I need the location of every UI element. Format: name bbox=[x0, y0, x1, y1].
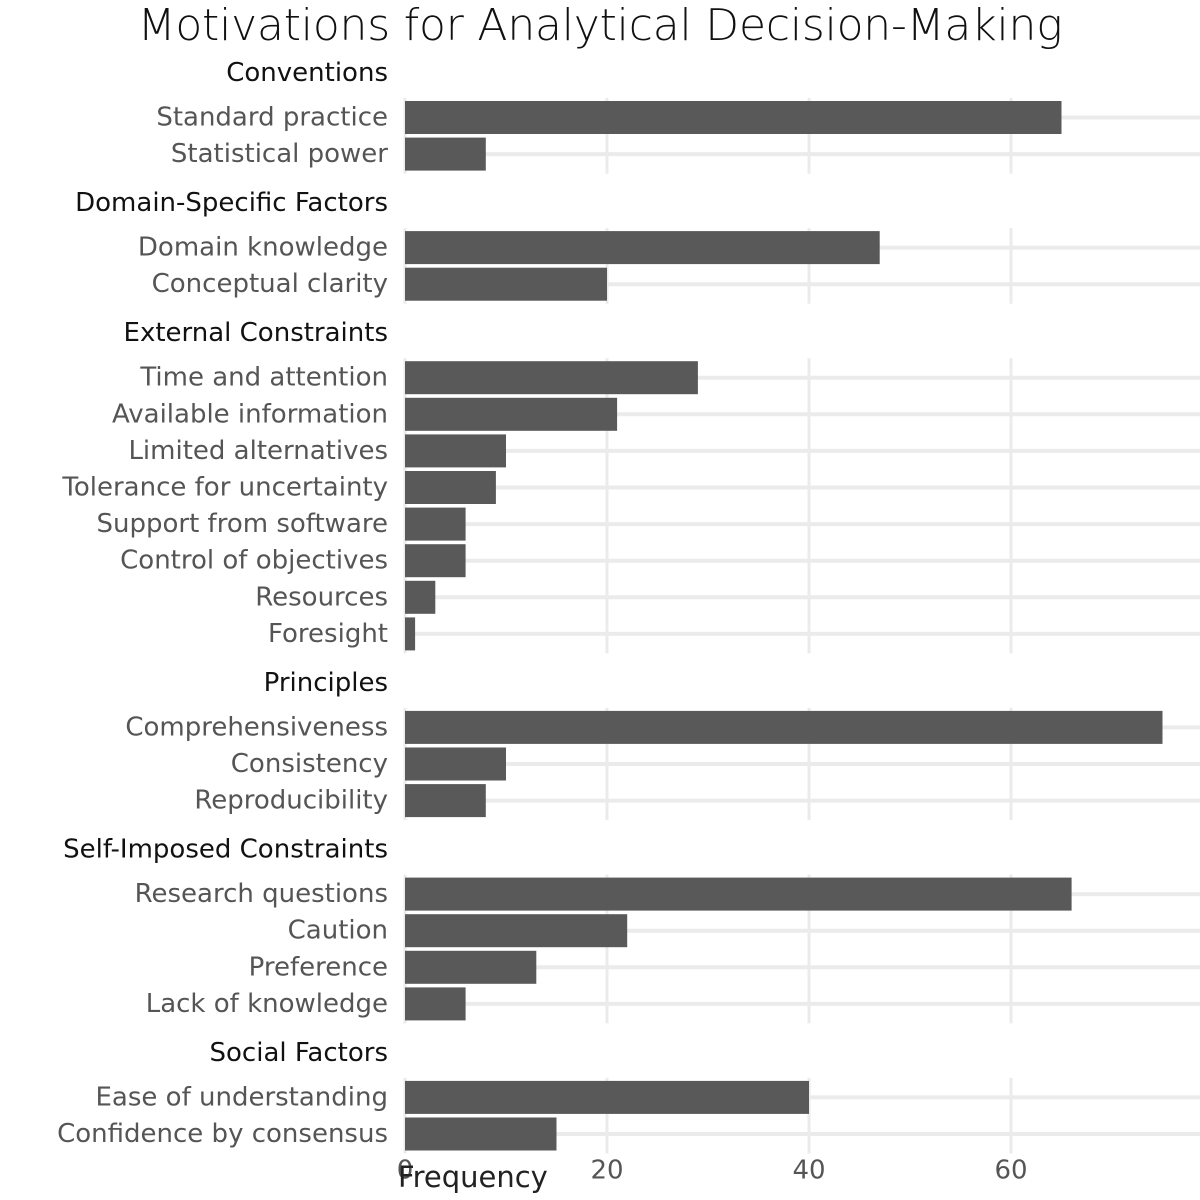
group-label: Social Factors bbox=[210, 1038, 388, 1068]
bar bbox=[405, 877, 1072, 911]
category-label: Consistency bbox=[231, 749, 388, 779]
category-label: Resources bbox=[255, 582, 388, 612]
category-label: Domain knowledge bbox=[138, 233, 388, 263]
bar bbox=[405, 784, 486, 818]
group-label: Domain-Specific Factors bbox=[75, 188, 388, 218]
bar bbox=[405, 710, 1163, 744]
category-label: Tolerance for uncertainty bbox=[61, 473, 388, 503]
category-label: Support from software bbox=[97, 509, 388, 539]
group-label: Principles bbox=[264, 668, 388, 698]
bar bbox=[405, 1117, 557, 1151]
category-label: Confidence by consensus bbox=[57, 1119, 388, 1149]
bar bbox=[405, 987, 466, 1021]
bar bbox=[405, 950, 537, 984]
group-label: External Constraints bbox=[124, 318, 388, 348]
bar bbox=[405, 747, 506, 781]
x-tick-label: 40 bbox=[792, 1156, 825, 1186]
bar bbox=[405, 397, 618, 431]
bar bbox=[405, 137, 486, 171]
x-axis-ticks: 0 20 40 60 bbox=[397, 1156, 1028, 1186]
bar bbox=[405, 507, 466, 541]
chart-title: Motivations for Analytical Decision-Maki… bbox=[137, 0, 1063, 51]
x-axis-title: Frequency bbox=[398, 1160, 548, 1194]
group-label: Self-Imposed Constraints bbox=[63, 835, 388, 865]
x-tick-label: 0 bbox=[397, 1156, 414, 1186]
bar bbox=[405, 471, 496, 504]
category-label: Lack of knowledge bbox=[146, 989, 388, 1019]
category-label: Conceptual clarity bbox=[152, 269, 388, 299]
category-label: Preference bbox=[249, 952, 388, 982]
bar bbox=[405, 231, 880, 265]
group-label: Conventions bbox=[226, 58, 388, 88]
category-label: Control of objectives bbox=[120, 546, 388, 576]
bar bbox=[405, 101, 1062, 134]
category-labels: Conventions Domain-Specific Factors Extern… bbox=[57, 58, 388, 1149]
bar bbox=[405, 267, 607, 301]
bar bbox=[405, 617, 416, 651]
bar bbox=[405, 361, 698, 395]
bar bbox=[405, 914, 628, 948]
bar bbox=[405, 544, 466, 578]
category-label: Reproducibility bbox=[194, 786, 388, 816]
bar bbox=[405, 580, 436, 614]
category-label: Research questions bbox=[135, 879, 388, 909]
x-tick-label: 60 bbox=[994, 1156, 1027, 1186]
x-tick-label: 20 bbox=[590, 1156, 623, 1186]
category-label: Comprehensiveness bbox=[125, 712, 388, 742]
category-label: Caution bbox=[288, 916, 388, 946]
category-label: Foresight bbox=[268, 619, 388, 649]
bar bbox=[405, 1080, 809, 1114]
category-label: Standard practice bbox=[156, 103, 388, 133]
category-label: Time and attention bbox=[139, 363, 388, 393]
category-label: Ease of understanding bbox=[96, 1082, 389, 1112]
category-label: Statistical power bbox=[171, 139, 388, 169]
bars bbox=[405, 101, 1163, 1151]
category-label: Limited alternatives bbox=[128, 436, 388, 466]
bar bbox=[405, 434, 506, 468]
category-label: Available information bbox=[112, 399, 388, 429]
